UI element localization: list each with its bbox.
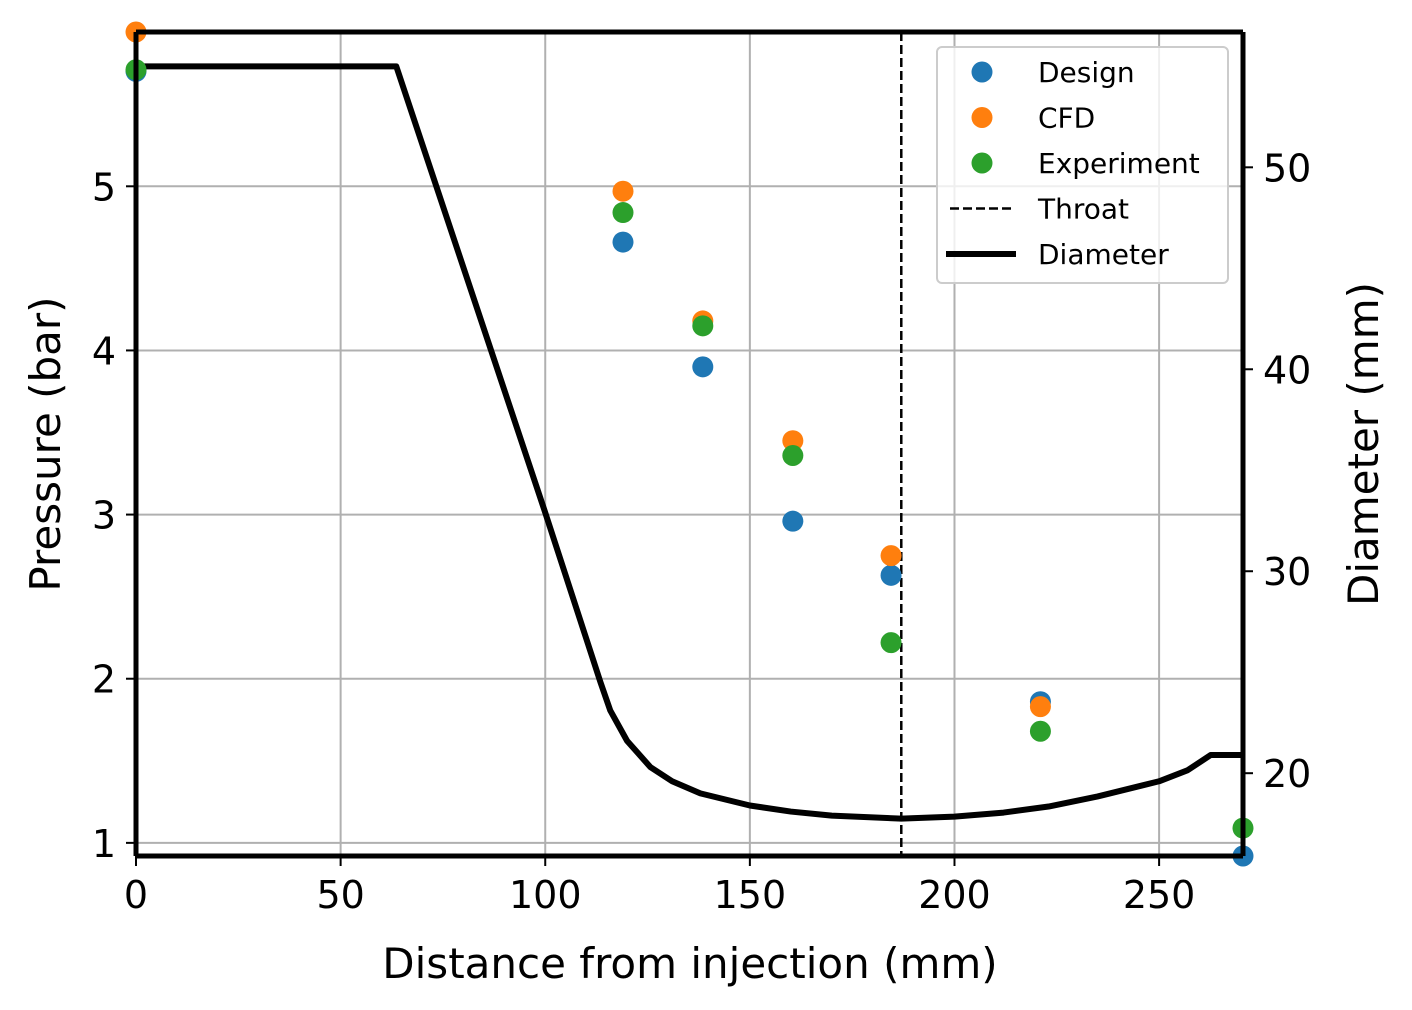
x-tick-label: 250 (1123, 873, 1196, 917)
point-design (692, 356, 714, 378)
legend-label-design: Design (1038, 56, 1135, 89)
legend-label-diameter: Diameter (1038, 238, 1169, 271)
diameter-line (136, 63, 1243, 822)
y-tick-label: 1 (92, 822, 116, 866)
point-cfd (1029, 696, 1051, 718)
point-design (880, 564, 902, 586)
y2-tick-label: 20 (1263, 752, 1311, 796)
y-tick-label: 5 (92, 165, 116, 209)
legend-label-experiment: Experiment (1038, 147, 1200, 180)
legend-marker-experiment (971, 152, 993, 174)
point-design (612, 231, 634, 253)
point-experiment (880, 632, 902, 654)
axes-spines (133, 29, 1246, 859)
y-tick-label: 4 (92, 329, 116, 373)
y2-tick-label: 40 (1263, 348, 1311, 392)
legend-marker-design (971, 61, 993, 83)
y2-axis-label: Diameter (mm) (1339, 282, 1388, 606)
x-tick-label: 200 (918, 873, 991, 917)
x-tick-label: 0 (124, 873, 148, 917)
points-layer (125, 21, 1254, 867)
legend-frame (936, 46, 1229, 284)
x-tick-label: 50 (316, 873, 364, 917)
point-design (782, 510, 804, 532)
x-tick-label: 150 (714, 873, 787, 917)
legend-marker-cfd (971, 107, 993, 128)
y-tick-label: 2 (92, 658, 116, 702)
y2-tick-label: 30 (1263, 550, 1311, 594)
point-experiment (612, 202, 634, 224)
x-tick-label: 100 (509, 873, 582, 917)
point-experiment (1029, 720, 1051, 742)
ticks: 0 50 100 150 200 250 1 2 3 4 5 20 30 40 50 (92, 146, 1312, 917)
legend: Design CFD Experiment Throat Diameter (936, 46, 1229, 284)
point-cfd (782, 430, 804, 452)
point-cfd (880, 545, 902, 567)
y2-tick-label: 50 (1263, 146, 1311, 190)
x-axis-label: Distance from injection (mm) (382, 939, 997, 988)
point-experiment (692, 315, 714, 337)
y-axis-label: Pressure (bar) (21, 296, 70, 591)
legend-label-cfd: CFD (1038, 102, 1095, 135)
diameter-layer (136, 63, 1243, 822)
legend-label-throat: Throat (1037, 193, 1129, 226)
y-tick-label: 3 (92, 494, 116, 538)
point-experiment (782, 444, 804, 466)
point-cfd (612, 180, 634, 202)
